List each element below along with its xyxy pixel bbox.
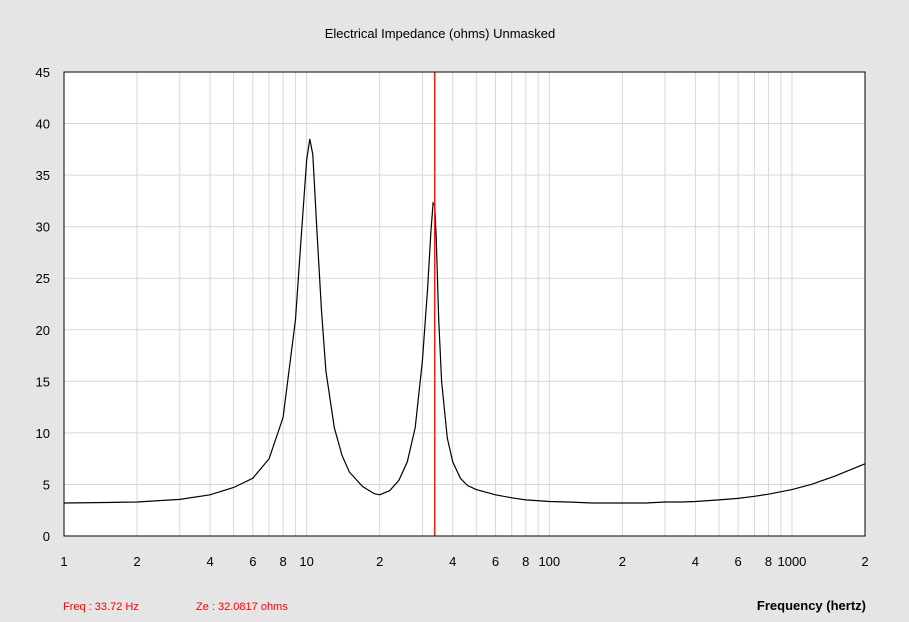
chart-title: Electrical Impedance (ohms) Unmasked <box>325 26 555 41</box>
x-tick-label: 6 <box>249 554 256 569</box>
y-tick-label: 5 <box>43 477 50 492</box>
impedance-curve <box>63 138 866 504</box>
status-impedance: Ze : 32.0817 ohms <box>196 601 288 613</box>
x-tick-label: 8 <box>522 554 529 569</box>
x-tick-label: 4 <box>206 554 213 569</box>
plot-area[interactable] <box>64 72 865 536</box>
x-tick-label: 8 <box>280 554 287 569</box>
y-tick-label: 35 <box>36 168 50 183</box>
y-tick-label: 40 <box>36 117 50 132</box>
x-tick-label: 4 <box>692 554 699 569</box>
y-tick-label: 25 <box>36 271 50 286</box>
y-tick-label: 10 <box>36 426 50 441</box>
y-tick-label: 30 <box>36 220 50 235</box>
grid-lines <box>64 72 865 536</box>
x-axis-label: Frequency (hertz) <box>757 598 866 613</box>
status-frequency: Freq : 33.72 Hz <box>63 601 139 613</box>
y-tick-label: 45 <box>36 65 50 80</box>
plot-frame <box>63 71 866 537</box>
x-tick-label: 1 <box>60 554 67 569</box>
x-tick-label: 2 <box>376 554 383 569</box>
x-tick-label: 2 <box>133 554 140 569</box>
y-tick-labels: 0 5 10 15 20 25 30 35 40 45 <box>36 65 50 544</box>
y-tick-label: 0 <box>43 529 50 544</box>
x-tick-label: 100 <box>538 554 560 569</box>
x-tick-label: 6 <box>735 554 742 569</box>
x-tick-label: 4 <box>449 554 456 569</box>
x-tick-label: 8 <box>765 554 772 569</box>
x-tick-label: 2 <box>619 554 626 569</box>
y-tick-label: 15 <box>36 374 50 389</box>
x-tick-labels: 1 2 4 6 8 10 2 4 6 8 100 2 4 6 8 1000 2 <box>60 554 868 569</box>
y-tick-label: 20 <box>36 323 50 338</box>
curve-group <box>63 138 866 504</box>
x-tick-label: 10 <box>299 554 313 569</box>
x-tick-label: 2 <box>861 554 868 569</box>
x-tick-label: 6 <box>492 554 499 569</box>
x-tick-label: 1000 <box>777 554 806 569</box>
